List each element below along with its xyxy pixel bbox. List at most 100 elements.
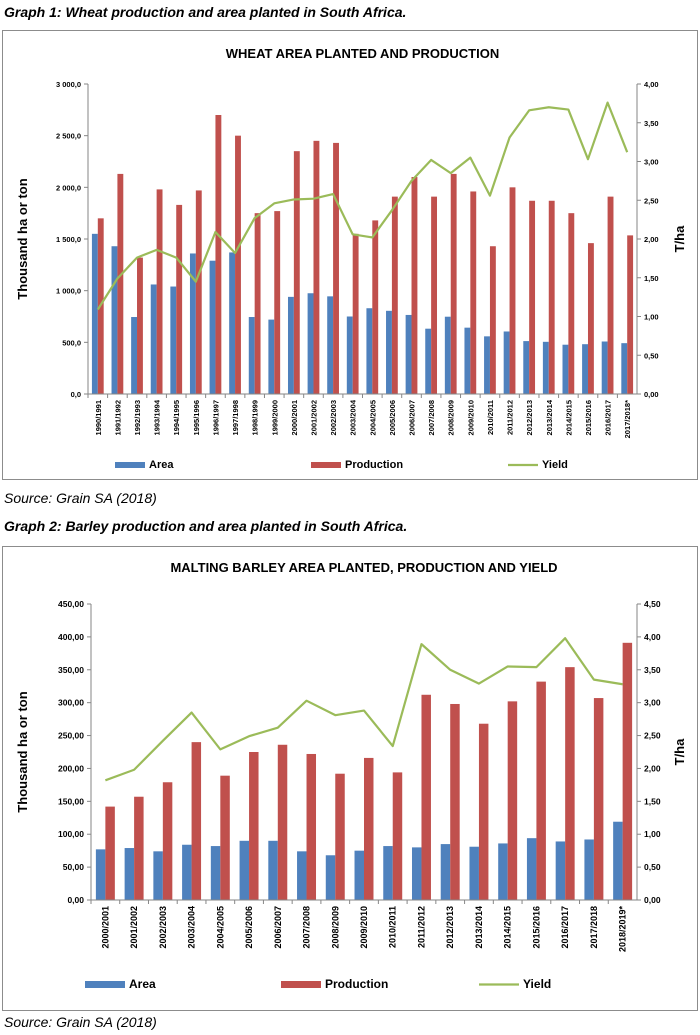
- area-bar: [562, 344, 569, 394]
- y-tick-label: 500,0: [62, 338, 81, 347]
- legend-production-label: Production: [345, 459, 403, 471]
- area-bar: [411, 847, 422, 900]
- production-bar: [352, 233, 359, 394]
- category-label: 2003/2004: [187, 906, 197, 949]
- area-bar: [469, 846, 479, 900]
- production-bar: [137, 257, 143, 394]
- area-bar: [111, 246, 118, 394]
- category-label: 2003/2004: [349, 399, 358, 435]
- legend-yield-label: Yield: [542, 459, 568, 471]
- area-bar: [621, 343, 628, 394]
- category-label: 2004/2005: [215, 906, 225, 949]
- y2-tick-label: 3,00: [644, 158, 659, 167]
- category-label: 2001/2002: [309, 400, 318, 435]
- y-tick-label: 50,00: [63, 862, 85, 872]
- production-bar: [176, 204, 183, 394]
- category-label: 2014/2015: [564, 400, 573, 435]
- y-tick-label: 3 000,0: [56, 80, 81, 89]
- area-bar: [613, 821, 623, 900]
- production-bar: [470, 191, 477, 394]
- category-label: 2001/2002: [129, 906, 139, 949]
- category-label: 2009/2010: [359, 906, 369, 949]
- category-label: 2018/2019*: [618, 906, 628, 953]
- category-label: 2000/2001: [290, 400, 299, 435]
- area-bar: [182, 844, 192, 900]
- production-bar: [254, 213, 261, 394]
- production-bar: [215, 115, 222, 394]
- production-bar: [335, 773, 345, 900]
- area-bar: [268, 319, 275, 394]
- production-bar: [105, 806, 115, 900]
- area-bar: [189, 253, 196, 394]
- production-bar: [489, 246, 496, 394]
- graph2-source: Source: Grain SA (2018): [4, 1014, 157, 1030]
- production-bar: [293, 151, 300, 394]
- category-label: 2006/2007: [408, 400, 417, 435]
- area-bar: [366, 308, 373, 394]
- y-tick-label: 2 500,0: [56, 132, 81, 141]
- area-bar: [498, 843, 508, 900]
- production-bar: [220, 775, 230, 900]
- category-label: 2011/2012: [506, 400, 515, 435]
- production-bar: [607, 196, 614, 394]
- category-label: 1990/1991: [94, 400, 103, 435]
- y2-tick-label: 0,50: [644, 862, 661, 872]
- legend-yield-label: Yield: [523, 977, 551, 991]
- production-bar: [507, 701, 518, 900]
- category-label: 2015/2016: [531, 906, 541, 949]
- production-bar: [191, 742, 202, 900]
- category-label: 2015/2016: [584, 400, 593, 435]
- production-bar: [306, 753, 317, 900]
- area-bar: [386, 310, 392, 394]
- legend-area-swatch: [85, 981, 125, 988]
- production-bar: [478, 723, 489, 900]
- production-bar: [568, 213, 575, 394]
- production-bar: [372, 220, 379, 394]
- area-bar: [268, 840, 278, 900]
- y2-tick-label: 3,50: [644, 119, 659, 128]
- y2-tick-label: 1,50: [644, 796, 661, 806]
- y-tick-label: 450,00: [58, 599, 84, 609]
- category-label: 1991/1992: [113, 400, 122, 435]
- category-label: 2012/2013: [445, 906, 455, 949]
- production-bar: [529, 200, 536, 394]
- y2-tick-label: 4,50: [644, 599, 661, 609]
- production-bar: [391, 196, 398, 394]
- production-bar: [364, 757, 374, 900]
- y2-tick-label: 1,00: [644, 829, 661, 839]
- y2-axis-title: T/ha: [672, 738, 687, 765]
- yield-line: [96, 101, 629, 311]
- y-tick-label: 1 000,0: [56, 287, 81, 296]
- y2-tick-label: 2,00: [644, 763, 661, 773]
- production-bar: [627, 235, 634, 394]
- production-bar: [548, 200, 555, 394]
- category-label: 1993/1994: [153, 399, 162, 435]
- category-label: 2006/2007: [273, 906, 283, 949]
- production-bar: [536, 681, 546, 900]
- graph1-caption: Graph 1: Wheat production and area plant…: [4, 4, 407, 20]
- category-label: 2005/2006: [388, 400, 397, 435]
- area-bar: [542, 341, 549, 394]
- area-bar: [325, 855, 336, 900]
- y-tick-label: 0,00: [67, 895, 84, 905]
- legend-production-label: Production: [325, 977, 388, 991]
- production-bar: [411, 177, 418, 394]
- area-bar: [210, 846, 221, 900]
- y-tick-label: 1 500,0: [56, 235, 81, 244]
- wheat-chart: WHEAT AREA PLANTED AND PRODUCTION 0,0 500,…: [2, 30, 698, 480]
- area-bar: [383, 846, 393, 900]
- category-label: 2007/2008: [302, 906, 312, 949]
- category-label: 1992/1993: [133, 400, 142, 435]
- area-bar: [464, 327, 471, 394]
- area-bar: [346, 316, 353, 394]
- category-label: 1994/1995: [172, 400, 181, 435]
- area-bar: [523, 341, 530, 394]
- production-bar: [134, 796, 144, 900]
- y2-tick-label: 2,00: [644, 235, 659, 244]
- area-bar: [209, 260, 216, 394]
- y-tick-label: 400,00: [58, 632, 84, 642]
- area-bar: [131, 317, 138, 394]
- category-label: 2011/2012: [416, 906, 426, 948]
- wheat-chart-svg: WHEAT AREA PLANTED AND PRODUCTION 0,0 500,…: [15, 46, 687, 471]
- production-bar: [421, 694, 431, 900]
